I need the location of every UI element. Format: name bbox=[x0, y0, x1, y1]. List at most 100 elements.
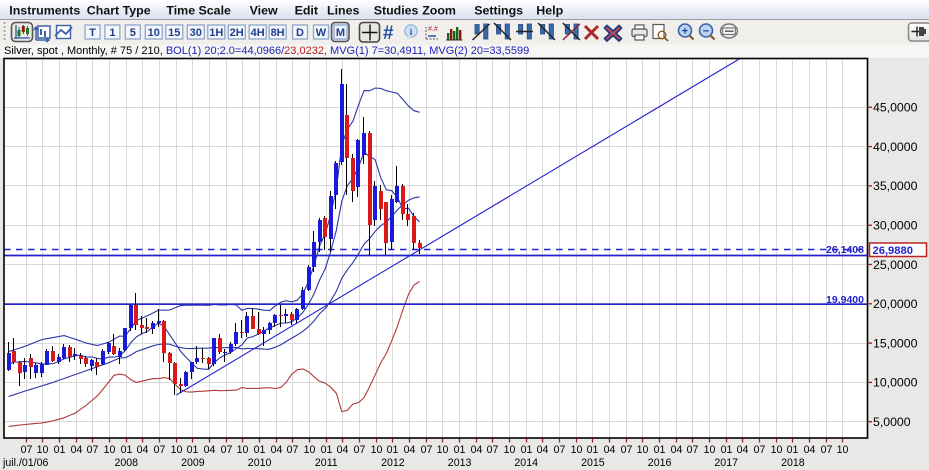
svg-text:30,0000: 30,0000 bbox=[873, 219, 918, 233]
svg-text:01: 01 bbox=[387, 444, 399, 456]
svg-text:4H: 4H bbox=[251, 27, 265, 39]
svg-text:Settings: Settings bbox=[474, 4, 523, 18]
svg-text:+: + bbox=[682, 26, 688, 38]
svg-text:1H: 1H bbox=[209, 27, 223, 39]
svg-text:#: # bbox=[383, 23, 394, 44]
svg-text:01: 01 bbox=[587, 444, 599, 456]
svg-text:04: 04 bbox=[404, 444, 416, 456]
svg-text:2H: 2H bbox=[230, 27, 244, 39]
svg-text:40,0000: 40,0000 bbox=[873, 140, 918, 154]
svg-text:10,0000: 10,0000 bbox=[873, 376, 918, 390]
svg-text:07: 07 bbox=[287, 444, 299, 456]
svg-text:04: 04 bbox=[537, 444, 549, 456]
svg-text:04: 04 bbox=[204, 444, 216, 456]
svg-text:2012: 2012 bbox=[381, 457, 405, 469]
svg-text:10: 10 bbox=[171, 444, 183, 456]
svg-text:8H: 8H bbox=[271, 27, 285, 39]
svg-text:07: 07 bbox=[221, 444, 233, 456]
svg-text:10: 10 bbox=[637, 444, 649, 456]
svg-text:04: 04 bbox=[471, 444, 483, 456]
svg-text:i: i bbox=[410, 27, 413, 37]
svg-text:10: 10 bbox=[771, 444, 783, 456]
svg-text:10: 10 bbox=[148, 27, 160, 39]
svg-text:07: 07 bbox=[154, 444, 166, 456]
svg-text:15,0000: 15,0000 bbox=[873, 336, 918, 350]
svg-text:D: D bbox=[296, 27, 304, 39]
svg-text:04: 04 bbox=[604, 444, 616, 456]
svg-text:Time Scale: Time Scale bbox=[166, 4, 231, 18]
svg-text:01: 01 bbox=[54, 444, 66, 456]
svg-text:10: 10 bbox=[237, 444, 249, 456]
svg-text:M: M bbox=[336, 27, 345, 39]
svg-text:#.#: #.# bbox=[428, 26, 438, 33]
svg-text:01: 01 bbox=[121, 444, 133, 456]
svg-text:2016: 2016 bbox=[648, 457, 672, 469]
svg-text:T: T bbox=[89, 27, 96, 39]
svg-text:2011: 2011 bbox=[315, 457, 338, 469]
svg-text:04: 04 bbox=[71, 444, 83, 456]
svg-text:07: 07 bbox=[354, 444, 366, 456]
svg-text:Help: Help bbox=[536, 4, 563, 18]
svg-text:25,0000: 25,0000 bbox=[873, 258, 918, 272]
svg-text:2015: 2015 bbox=[581, 457, 605, 469]
svg-text:30: 30 bbox=[190, 27, 202, 39]
svg-text:01: 01 bbox=[254, 444, 266, 456]
svg-text:04: 04 bbox=[137, 444, 149, 456]
svg-text:W: W bbox=[316, 27, 327, 39]
svg-text:45,0000: 45,0000 bbox=[873, 101, 918, 115]
svg-text:01: 01 bbox=[521, 444, 533, 456]
svg-text:20,0000: 20,0000 bbox=[873, 297, 918, 311]
svg-text:07: 07 bbox=[87, 444, 99, 456]
svg-text:5,0000: 5,0000 bbox=[873, 415, 911, 429]
svg-text:10: 10 bbox=[837, 444, 849, 456]
svg-text:Edit: Edit bbox=[295, 4, 318, 18]
svg-text:26,1408: 26,1408 bbox=[826, 244, 864, 256]
svg-text:07: 07 bbox=[487, 444, 499, 456]
svg-text:07: 07 bbox=[554, 444, 566, 456]
svg-text:04: 04 bbox=[737, 444, 749, 456]
svg-text:10: 10 bbox=[437, 444, 449, 456]
svg-text:10: 10 bbox=[571, 444, 583, 456]
svg-text:04: 04 bbox=[671, 444, 683, 456]
svg-text:15: 15 bbox=[168, 27, 180, 39]
svg-text:07: 07 bbox=[754, 444, 766, 456]
svg-text:2014: 2014 bbox=[514, 457, 538, 469]
svg-text:10: 10 bbox=[704, 444, 716, 456]
svg-text:10: 10 bbox=[104, 444, 116, 456]
svg-text:10: 10 bbox=[504, 444, 516, 456]
svg-text:07: 07 bbox=[821, 444, 833, 456]
svg-text:Lines: Lines bbox=[327, 4, 359, 18]
svg-text:−: − bbox=[703, 26, 709, 38]
svg-text:1: 1 bbox=[109, 27, 115, 39]
svg-text:Zoom: Zoom bbox=[422, 4, 456, 18]
svg-text:10: 10 bbox=[371, 444, 383, 456]
svg-text:2008: 2008 bbox=[115, 457, 139, 469]
svg-text:Chart Type: Chart Type bbox=[87, 4, 151, 18]
svg-text:2017: 2017 bbox=[714, 457, 738, 469]
svg-text:01: 01 bbox=[721, 444, 733, 456]
svg-text:07: 07 bbox=[421, 444, 433, 456]
svg-text:2013: 2013 bbox=[448, 457, 472, 469]
svg-text:26,9880: 26,9880 bbox=[873, 245, 913, 257]
svg-text:5: 5 bbox=[130, 27, 136, 39]
svg-text:04: 04 bbox=[804, 444, 816, 456]
svg-text:35,0000: 35,0000 bbox=[873, 179, 918, 193]
svg-text:juil./01/06: juil./01/06 bbox=[2, 457, 48, 469]
svg-text:01: 01 bbox=[654, 444, 666, 456]
svg-text:10: 10 bbox=[304, 444, 316, 456]
svg-text:04: 04 bbox=[271, 444, 283, 456]
svg-text:07: 07 bbox=[687, 444, 699, 456]
svg-text:07: 07 bbox=[621, 444, 633, 456]
svg-text:01: 01 bbox=[187, 444, 199, 456]
svg-text:07: 07 bbox=[21, 444, 33, 456]
svg-text:04: 04 bbox=[337, 444, 349, 456]
svg-text:2010: 2010 bbox=[248, 457, 272, 469]
svg-text:Studies: Studies bbox=[374, 4, 419, 18]
svg-text:2009: 2009 bbox=[181, 457, 205, 469]
svg-text:01: 01 bbox=[787, 444, 799, 456]
svg-text:Instruments: Instruments bbox=[9, 4, 80, 18]
svg-text:10: 10 bbox=[37, 444, 49, 456]
svg-text:2018: 2018 bbox=[781, 457, 805, 469]
svg-text:View: View bbox=[250, 4, 278, 18]
svg-text:01: 01 bbox=[454, 444, 466, 456]
